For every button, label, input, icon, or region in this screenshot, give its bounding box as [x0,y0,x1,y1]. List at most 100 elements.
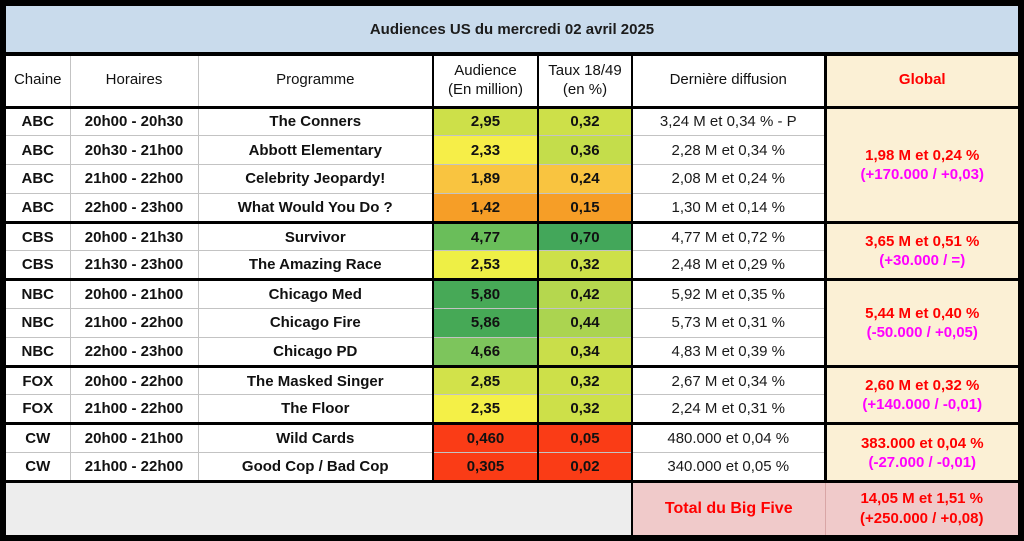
time-slot-cell: 22h00 - 23h00 [69,336,199,367]
last-broadcast-cell: 5,92 M et 0,35 % [631,278,826,310]
program-cell: The Amazing Race [197,250,434,281]
program-cell: Chicago Fire [197,308,434,338]
channel-cell: ABC [6,192,71,223]
empty-cell [6,479,633,535]
rating-cell: 0,36 [537,135,633,166]
audience-cell: 2,35 [432,394,539,425]
total-row: Total du Big Five 14,05 M et 1,51 % (+25… [6,479,1018,535]
rating-cell: 0,44 [537,308,633,338]
header-row: Chaine Horaires Programme Audience (En m… [6,56,1018,109]
global-cell-abc: 1,98 M et 0,24 % (+170.000 / +0,03) [823,105,1018,223]
header-audience-line1: Audience [454,62,517,79]
channel-cell: CBS [6,250,71,281]
program-cell: Celebrity Jeopardy! [197,164,434,194]
audience-cell: 4,77 [432,220,539,252]
global-delta: (+140.000 / -0,01) [862,395,983,413]
time-slot-cell: 21h00 - 22h00 [69,452,199,482]
last-broadcast-cell: 1,30 M et 0,14 % [631,192,826,223]
audience-cell: 0,460 [432,422,539,454]
rating-cell: 0,34 [537,336,633,367]
program-cell: The Masked Singer [197,364,434,396]
header-rating-line2: (en %) [562,80,608,98]
total-value: 14,05 M et 1,51 % (+250.000 / +0,08) [825,479,1018,535]
program-cell: The Conners [197,105,434,137]
last-broadcast-cell: 2,28 M et 0,34 % [631,135,826,166]
audience-cell: 5,80 [432,278,539,310]
table-row: FOX 21h00 - 22h00 The Floor 2,35 0,32 2,… [6,394,1018,425]
global-average: 3,65 M et 0,51 % [865,232,980,250]
rating-cell: 0,42 [537,278,633,310]
rating-cell: 0,32 [537,364,633,396]
header-time-slot: Horaires [69,56,199,109]
rating-cell: 0,32 [537,105,633,137]
global-cell-cbs: 3,65 M et 0,51 % (+30.000 / =) [823,220,1018,281]
global-average: 383.000 et 0,04 % [860,434,984,452]
audience-cell: 0,305 [432,452,539,482]
audience-cell: 2,85 [432,364,539,396]
program-cell: Abbott Elementary [197,135,434,166]
table-row: NBC 20h00 - 21h00 Chicago Med 5,80 0,42 … [6,278,1018,367]
header-audience: Audience (En million) [432,56,539,109]
audience-cell: 2,53 [432,250,539,281]
audience-cell: 1,89 [432,164,539,194]
audience-table: Chaine Horaires Programme Audience (En m… [6,56,1018,535]
table-header: Chaine Horaires Programme Audience (En m… [6,56,1018,109]
time-slot-cell: 21h00 - 22h00 [69,164,199,194]
rating-cell: 0,70 [537,220,633,252]
rating-cell: 0,02 [537,452,633,482]
table-row: NBC 21h00 - 22h00 Chicago Fire 5,86 0,44… [6,308,1018,338]
last-broadcast-cell: 2,24 M et 0,31 % [631,394,826,425]
time-slot-cell: 21h30 - 23h00 [69,250,199,281]
channel-cell: ABC [6,105,71,137]
program-cell: Survivor [197,220,434,252]
table-row: FOX 20h00 - 22h00 The Masked Singer 2,85… [6,364,1018,425]
last-broadcast-cell: 3,24 M et 0,34 % - P [631,105,826,137]
program-cell: What Would You Do ? [197,192,434,223]
channel-cell: NBC [6,308,71,338]
time-slot-cell: 21h00 - 22h00 [69,394,199,425]
last-broadcast-cell: 2,08 M et 0,24 % [631,164,826,194]
global-average: 1,98 M et 0,24 % [865,146,980,164]
rating-cell: 0,32 [537,250,633,281]
channel-cell: CBS [6,220,71,252]
channel-cell: NBC [6,336,71,367]
channel-cell: FOX [6,364,71,396]
table-body: ABC 20h00 - 20h30 The Conners 2,95 0,32 … [6,105,1018,535]
time-slot-cell: 20h00 - 21h30 [69,220,199,252]
time-slot-cell: 22h00 - 23h00 [69,192,199,223]
rating-cell: 0,05 [537,422,633,454]
channel-cell: ABC [6,135,71,166]
page-title: Audiences US du mercredi 02 avril 2025 [6,6,1018,56]
program-cell: Chicago Med [197,278,434,310]
channel-cell: CW [6,452,71,482]
global-cell-cw: 383.000 et 0,04 % (-27.000 / -0,01) [823,422,1018,482]
rating-cell: 0,32 [537,394,633,425]
last-broadcast-cell: 340.000 et 0,05 % [631,452,826,482]
channel-cell: ABC [6,164,71,194]
audience-cell: 2,95 [432,105,539,137]
total-average: 14,05 M et 1,51 % [860,489,984,507]
last-broadcast-cell: 4,77 M et 0,72 % [631,220,826,252]
total-delta: (+250.000 / +0,08) [860,509,984,527]
channel-cell: FOX [6,394,71,425]
rating-cell: 0,24 [537,164,633,194]
table-row: ABC 22h00 - 23h00 What Would You Do ? 1,… [6,192,1018,223]
global-average: 5,44 M et 0,40 % [865,304,980,322]
global-delta: (-50.000 / +0,05) [866,323,978,341]
audience-cell: 1,42 [432,192,539,223]
global-cell-nbc: 5,44 M et 0,40 % (-50.000 / +0,05) [823,278,1018,367]
program-cell: Good Cop / Bad Cop [197,452,434,482]
last-broadcast-cell: 2,67 M et 0,34 % [631,364,826,396]
channel-cell: NBC [6,278,71,310]
total-label: Total du Big Five [631,479,826,535]
time-slot-cell: 20h30 - 21h00 [69,135,199,166]
rating-cell: 0,15 [537,192,633,223]
global-delta: (-27.000 / -0,01) [868,453,977,471]
header-program: Programme [197,56,434,109]
time-slot-cell: 20h00 - 21h00 [69,422,199,454]
table-row: CBS 21h30 - 23h00 The Amazing Race 2,53 … [6,250,1018,281]
global-cell-fox: 2,60 M et 0,32 % (+140.000 / -0,01) [823,364,1018,425]
global-average: 2,60 M et 0,32 % [865,376,980,394]
header-global: Global [823,56,1018,109]
